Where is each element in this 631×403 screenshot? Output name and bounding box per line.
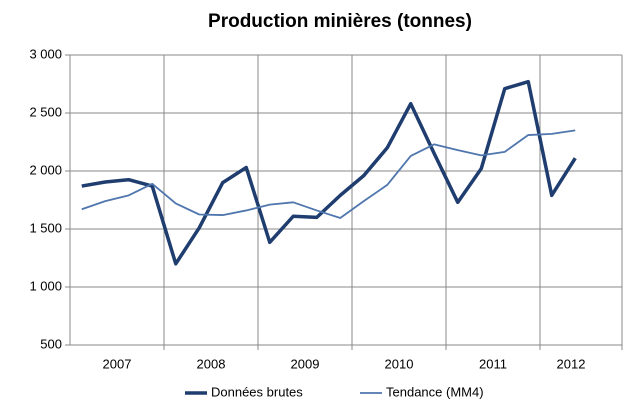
legend-label: Données brutes <box>211 384 303 399</box>
x-tick-label: 2010 <box>385 356 414 371</box>
x-tick-label: 2011 <box>479 356 507 371</box>
legend-label: Tendance (MM4) <box>386 384 484 399</box>
y-tick-label: 1 500 <box>29 220 62 235</box>
y-tick-label: 3 000 <box>29 46 62 61</box>
chart-title: Production minières (tonnes) <box>208 11 472 32</box>
x-tick-label: 2009 <box>291 356 320 371</box>
y-tick-label: 1 000 <box>29 278 62 293</box>
x-tick-label: 2012 <box>557 356 586 371</box>
y-tick-label: 500 <box>40 336 62 351</box>
x-tick-label: 2007 <box>103 356 132 371</box>
series-line <box>81 79 577 266</box>
y-tick-label: 2 000 <box>29 162 62 177</box>
series-line <box>81 129 576 219</box>
x-tick-label: 2008 <box>197 356 226 371</box>
y-tick-label: 2 500 <box>29 104 62 119</box>
